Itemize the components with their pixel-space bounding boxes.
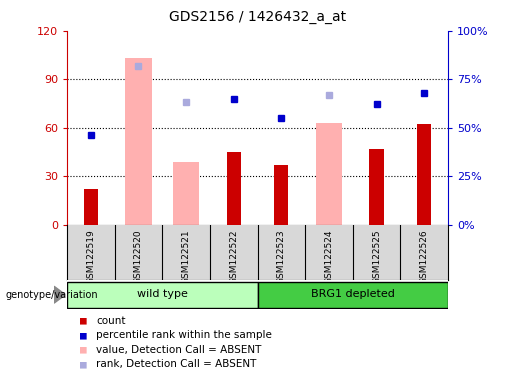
Bar [83,189,98,225]
Text: GSM122520: GSM122520 [134,229,143,284]
Text: GSM122526: GSM122526 [420,229,428,284]
Text: rank, Detection Call = ABSENT: rank, Detection Call = ABSENT [96,359,256,369]
Text: percentile rank within the sample: percentile rank within the sample [96,330,272,340]
Bar [258,282,448,308]
Bar [274,165,288,225]
Text: GSM122521: GSM122521 [182,229,191,284]
Bar [67,282,258,308]
Text: genotype/variation: genotype/variation [5,290,98,300]
Polygon shape [54,286,65,303]
Text: value, Detection Call = ABSENT: value, Detection Call = ABSENT [96,345,262,355]
Text: ■: ■ [80,359,87,369]
Bar [417,124,432,225]
Text: wild type: wild type [137,289,187,299]
Text: GSM122524: GSM122524 [324,229,333,284]
Text: ■: ■ [80,345,87,355]
Text: GSM122519: GSM122519 [87,229,95,284]
Bar [227,152,241,225]
Bar [369,149,384,225]
Text: count: count [96,316,126,326]
Text: BRG1 depleted: BRG1 depleted [311,289,394,299]
Text: GSM122525: GSM122525 [372,229,381,284]
Bar [125,58,151,225]
Text: ■: ■ [80,330,87,340]
Text: ■: ■ [80,316,87,326]
Text: GDS2156 / 1426432_a_at: GDS2156 / 1426432_a_at [169,10,346,23]
Bar [173,162,199,225]
Bar [316,123,342,225]
Text: GSM122522: GSM122522 [229,229,238,284]
Text: GSM122523: GSM122523 [277,229,286,284]
